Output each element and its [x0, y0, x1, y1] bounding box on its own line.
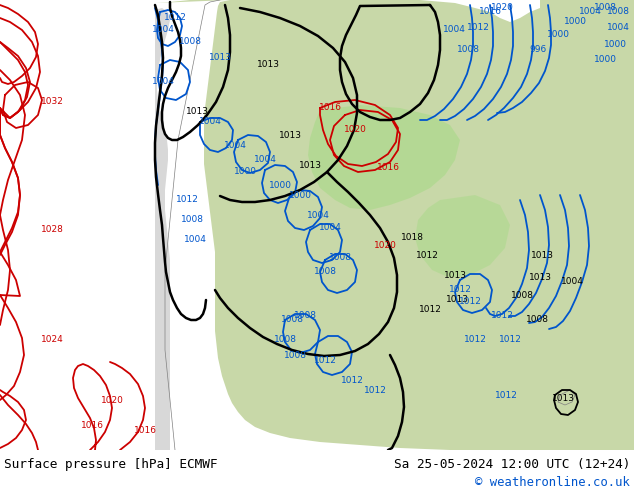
Text: 1020: 1020 — [101, 395, 124, 405]
Text: 1013: 1013 — [446, 295, 469, 304]
Text: 1012: 1012 — [176, 196, 198, 204]
Text: 1012: 1012 — [491, 311, 514, 319]
Text: 1012: 1012 — [467, 24, 489, 32]
Text: 1004: 1004 — [318, 223, 342, 232]
Text: 1004: 1004 — [443, 25, 465, 34]
Text: 1004: 1004 — [198, 118, 221, 126]
Text: 1016: 1016 — [377, 164, 399, 172]
Text: 1013: 1013 — [278, 130, 302, 140]
Text: 1004: 1004 — [224, 141, 247, 149]
Text: 1012: 1012 — [418, 305, 441, 315]
Text: 1013: 1013 — [552, 393, 574, 402]
Text: 1013: 1013 — [531, 250, 553, 260]
Text: 1008: 1008 — [510, 291, 533, 299]
Text: 1012: 1012 — [498, 336, 521, 344]
Text: 1004: 1004 — [254, 155, 276, 165]
Text: 1013: 1013 — [257, 60, 280, 70]
Text: 1013: 1013 — [444, 270, 467, 279]
Text: 1012: 1012 — [415, 250, 439, 260]
Text: Surface pressure [hPa] ECMWF: Surface pressure [hPa] ECMWF — [4, 458, 217, 470]
Text: 1032: 1032 — [41, 98, 63, 106]
Text: 1008: 1008 — [294, 311, 316, 319]
Polygon shape — [155, 0, 634, 450]
Text: 1000: 1000 — [269, 180, 292, 190]
Text: 1000: 1000 — [564, 18, 586, 26]
Text: 1013: 1013 — [299, 161, 321, 170]
Text: 1008: 1008 — [179, 38, 202, 47]
Text: 1004: 1004 — [579, 7, 602, 17]
Text: 1008: 1008 — [328, 253, 351, 263]
Text: © weatheronline.co.uk: © weatheronline.co.uk — [475, 476, 630, 490]
Text: 1004: 1004 — [152, 77, 174, 87]
Polygon shape — [415, 195, 510, 278]
Text: 1012: 1012 — [164, 14, 186, 23]
Text: 1012: 1012 — [449, 286, 472, 294]
Polygon shape — [558, 390, 575, 405]
Text: 996: 996 — [529, 46, 547, 54]
Text: 1016: 1016 — [479, 7, 501, 17]
Text: 1004: 1004 — [152, 25, 174, 34]
Text: 1028: 1028 — [41, 225, 63, 235]
Text: 1013: 1013 — [186, 107, 209, 117]
Text: 1012: 1012 — [314, 356, 337, 365]
Text: 1018: 1018 — [401, 234, 424, 243]
Text: 1000: 1000 — [604, 41, 626, 49]
Text: 1000: 1000 — [233, 168, 257, 176]
Text: 1008: 1008 — [273, 336, 297, 344]
Text: 1008: 1008 — [283, 350, 306, 360]
Text: 1016: 1016 — [81, 420, 103, 430]
Text: 1020: 1020 — [344, 125, 366, 134]
Polygon shape — [155, 8, 170, 450]
Text: Sa 25-05-2024 12:00 UTC (12+24): Sa 25-05-2024 12:00 UTC (12+24) — [394, 458, 630, 470]
Text: 1008: 1008 — [526, 316, 548, 324]
Text: 1004: 1004 — [307, 211, 330, 220]
Text: 1000: 1000 — [288, 191, 311, 199]
Text: 1000: 1000 — [547, 30, 569, 40]
Polygon shape — [540, 0, 634, 100]
Text: 1008: 1008 — [456, 46, 479, 54]
Text: 1008: 1008 — [607, 7, 630, 17]
Text: 1008: 1008 — [280, 316, 304, 324]
Polygon shape — [308, 105, 460, 210]
Text: 1004: 1004 — [607, 24, 630, 32]
Text: 1008: 1008 — [593, 3, 616, 13]
Text: 1004: 1004 — [560, 277, 583, 287]
Text: 1012: 1012 — [363, 386, 387, 394]
Text: 1012: 1012 — [463, 336, 486, 344]
Text: 1013: 1013 — [209, 53, 231, 63]
Text: 1020: 1020 — [491, 3, 514, 13]
Text: 1016: 1016 — [318, 103, 342, 113]
Text: 1020: 1020 — [373, 241, 396, 249]
Text: 1004: 1004 — [184, 236, 207, 245]
Text: 1008: 1008 — [313, 268, 337, 276]
Text: 1012: 1012 — [340, 375, 363, 385]
Text: 1012: 1012 — [458, 297, 481, 307]
Text: 1024: 1024 — [41, 336, 63, 344]
Text: 1008: 1008 — [181, 216, 204, 224]
Text: 1016: 1016 — [134, 425, 157, 435]
Text: 1000: 1000 — [593, 55, 616, 65]
Text: 1013: 1013 — [529, 273, 552, 283]
Text: 1012: 1012 — [495, 391, 518, 399]
